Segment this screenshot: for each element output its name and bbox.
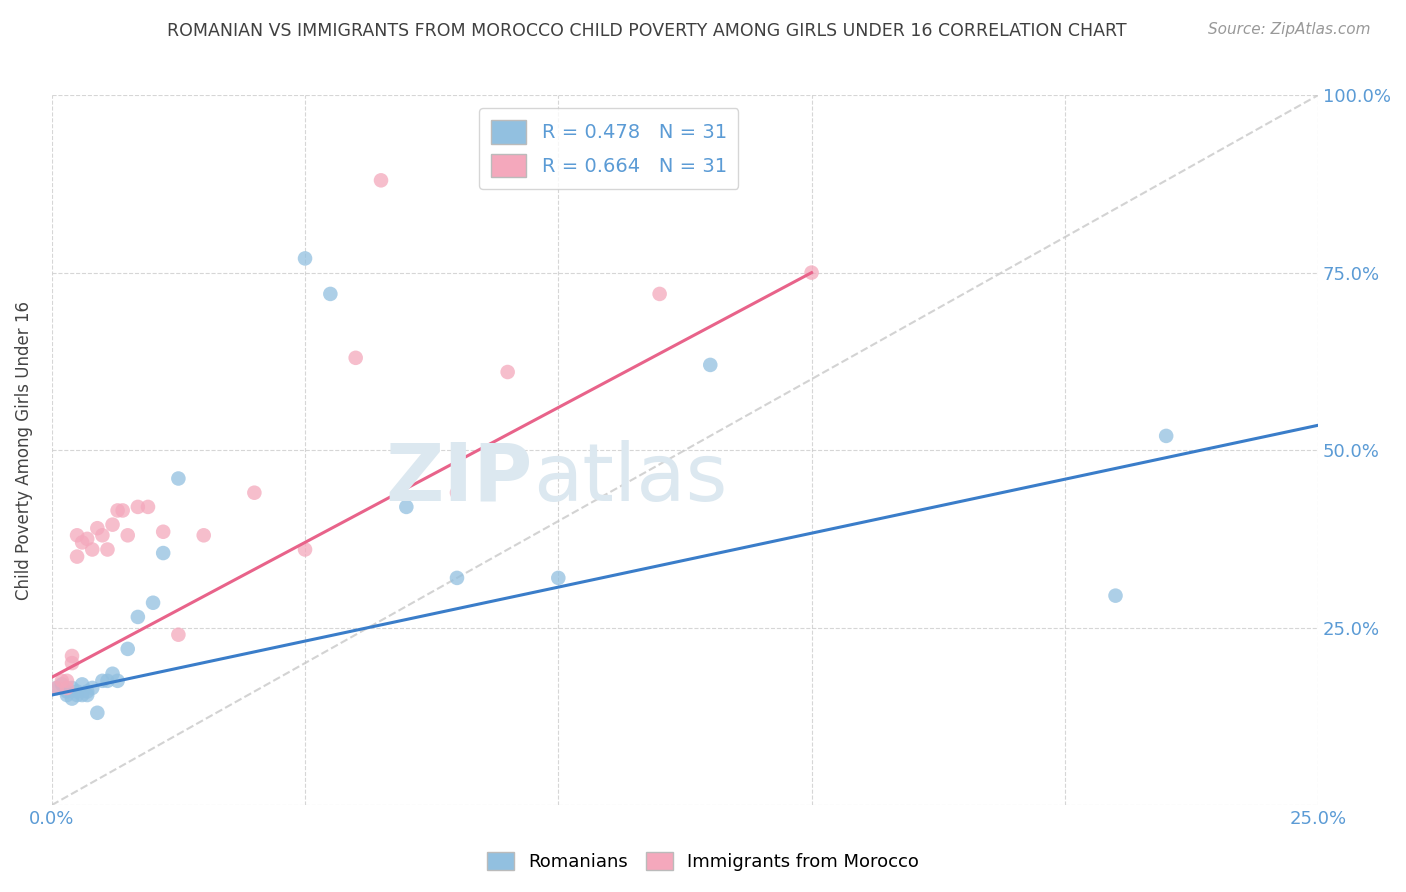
Point [66, 549, 89, 564]
Y-axis label: Child Poverty Among Girls Under 16: Child Poverty Among Girls Under 16 [15, 301, 32, 599]
Point [70, 535, 93, 549]
Point [167, 628, 190, 642]
Point [127, 610, 149, 624]
Point [56, 673, 79, 688]
Point [101, 517, 124, 532]
Point [60, 648, 83, 663]
Point [86, 706, 108, 720]
Text: atlas: atlas [533, 440, 727, 517]
Point [136, 500, 159, 514]
Point [56, 684, 79, 698]
Point [76, 688, 98, 702]
Point [117, 528, 139, 542]
Point [294, 542, 316, 557]
Point [91, 528, 114, 542]
Point [60, 656, 83, 670]
Point [70, 677, 93, 691]
Point [319, 287, 342, 301]
Point [1154, 429, 1177, 443]
Point [76, 532, 98, 546]
Point [446, 571, 468, 585]
Point [107, 503, 129, 517]
Point [294, 252, 316, 266]
Point [111, 503, 134, 517]
Point [107, 673, 129, 688]
Point [76, 684, 98, 698]
Point [648, 287, 671, 301]
Point [66, 688, 89, 702]
Point [117, 641, 139, 656]
Point [101, 666, 124, 681]
Point [496, 365, 519, 379]
Point [142, 596, 165, 610]
Point [547, 571, 569, 585]
Legend: Romanians, Immigrants from Morocco: Romanians, Immigrants from Morocco [479, 845, 927, 879]
Text: ROMANIAN VS IMMIGRANTS FROM MOROCCO CHILD POVERTY AMONG GIRLS UNDER 16 CORRELATI: ROMANIAN VS IMMIGRANTS FROM MOROCCO CHIL… [167, 22, 1126, 40]
Point [51, 677, 73, 691]
Point [699, 358, 721, 372]
Point [45, 681, 67, 695]
Point [370, 173, 392, 187]
Point [800, 266, 823, 280]
Point [56, 688, 79, 702]
Point [56, 681, 79, 695]
Point [91, 673, 114, 688]
Point [60, 681, 83, 695]
Text: ZIP: ZIP [385, 440, 533, 517]
Legend: R = 0.478   N = 31, R = 0.664   N = 31: R = 0.478 N = 31, R = 0.664 N = 31 [479, 109, 738, 189]
Point [152, 524, 174, 539]
Point [395, 500, 418, 514]
Point [167, 471, 190, 485]
Point [243, 485, 266, 500]
Point [96, 542, 118, 557]
Point [152, 546, 174, 560]
Point [127, 500, 149, 514]
Point [66, 684, 89, 698]
Point [60, 691, 83, 706]
Point [1104, 589, 1126, 603]
Point [446, 485, 468, 500]
Point [82, 681, 104, 695]
Text: Source: ZipAtlas.com: Source: ZipAtlas.com [1208, 22, 1371, 37]
Point [86, 521, 108, 535]
Point [66, 528, 89, 542]
Point [45, 681, 67, 695]
Point [193, 528, 215, 542]
Point [96, 673, 118, 688]
Point [82, 542, 104, 557]
Point [70, 688, 93, 702]
Point [51, 673, 73, 688]
Point [344, 351, 367, 365]
